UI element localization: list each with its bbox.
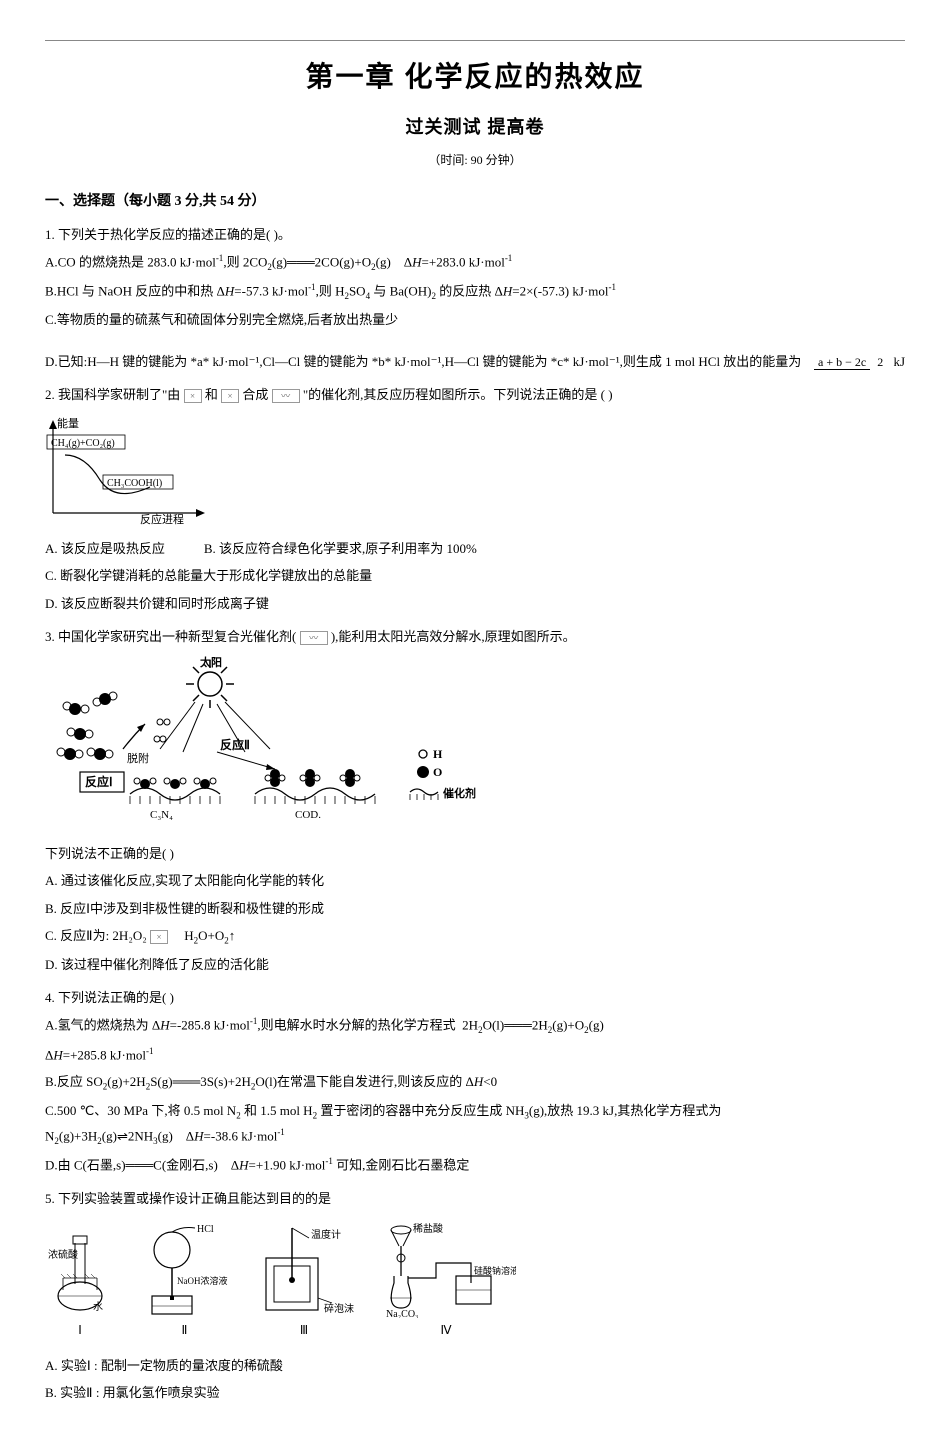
- exp-IV-label: Ⅳ: [376, 1320, 516, 1342]
- svg-text:反应Ⅱ: 反应Ⅱ: [220, 737, 250, 752]
- q5-B: B. 实验Ⅱ : 用氯化氢作喷泉实验: [45, 1381, 905, 1404]
- q4-C: C.500 ℃、30 MPa 下,将 0.5 mol N2 和 1.5 mol …: [45, 1099, 905, 1149]
- q5-stem: 5. 下列实验装置或操作设计正确且能达到目的的是: [45, 1187, 905, 1210]
- q5-A: A. 实验Ⅰ : 配制一定物质的量浓度的稀硫酸: [45, 1354, 905, 1377]
- exp-III-label: Ⅲ: [254, 1320, 354, 1342]
- q4-A2: ΔH=+285.8 kJ·mol-1: [45, 1043, 905, 1067]
- svg-text:硅酸钠溶液: 硅酸钠溶液: [474, 1265, 516, 1276]
- question-4: 4. 下列说法正确的是( ) A.氢气的燃烧热为 ΔH=-285.8 kJ·mo…: [45, 986, 905, 1177]
- placeholder-icon: ×: [150, 930, 168, 944]
- question-1: 1. 下列关于热化学反应的描述正确的是( )。 A.CO 的燃烧热是 283.0…: [45, 223, 905, 374]
- svg-text:脱附: 脱附: [127, 751, 149, 765]
- placeholder-icon: 〰: [300, 631, 328, 645]
- fraction-denominator: 2: [873, 355, 887, 369]
- molecules-left: [57, 692, 117, 760]
- svg-text:CH₄(g)+CO₂(g): CH₄(g)+CO₂(g): [51, 438, 115, 449]
- q1-D-fraction: a + b − 2c 2 kJ: [811, 350, 905, 374]
- q2-stem-mid1: 和: [205, 387, 221, 402]
- q1-A: A.CO 的燃烧热是 283.0 kJ·mol-1,则 2CO2(g)═══2C…: [45, 250, 905, 275]
- svg-text:浓硫酸: 浓硫酸: [48, 1248, 78, 1261]
- question-5: 5. 下列实验装置或操作设计正确且能达到目的的是 浓硫酸 水 Ⅰ: [45, 1187, 905, 1405]
- svg-text:C₃N₄: C₃N₄: [150, 809, 173, 821]
- q2-B: B. 该反应符合绿色化学要求,原子利用率为 100%: [204, 541, 477, 556]
- q2-D: D. 该反应断裂共价键和同时形成离子键: [45, 592, 905, 615]
- exp-I: 浓硫酸 水 Ⅰ: [45, 1218, 115, 1342]
- q2-AB: A. 该反应是吸热反应 B. 该反应符合绿色化学要求,原子利用率为 100%: [45, 537, 905, 560]
- svg-text:温度计: 温度计: [311, 1228, 341, 1241]
- exp-IV: 稀盐酸 硅酸钠溶液 Na₂CO₃ Ⅳ: [376, 1218, 516, 1342]
- exp-I-label: Ⅰ: [45, 1320, 115, 1342]
- svg-text:H: H: [433, 747, 443, 761]
- q4-B: B.反应 SO2(g)+2H2S(g)═══3S(s)+2H2O(l)在常温下能…: [45, 1070, 905, 1095]
- q4-D: D.由 C(石墨,s)═══C(金刚石,s) ΔH=+1.90 kJ·mol-1…: [45, 1153, 905, 1177]
- q3-C-post: H2O+O2↑: [171, 928, 235, 943]
- exp-II-label: Ⅱ: [137, 1320, 232, 1342]
- q1-D: D.已知:H—H 键的键能为 *a* kJ·mol⁻¹,Cl—Cl 键的键能为 …: [45, 350, 905, 374]
- y-axis-label: 能量: [57, 416, 79, 430]
- experiment-diagrams: 浓硫酸 水 Ⅰ HCl NaOH浓溶液 Ⅱ: [45, 1218, 905, 1342]
- q3-D: D. 该过程中催化剂降低了反应的活化能: [45, 953, 905, 976]
- svg-text:HCl: HCl: [197, 1224, 214, 1235]
- q2-stem: 2. 我国科学家研制了"由 × 和 × 合成 〰 "的催化剂,其反应历程如图所示…: [45, 383, 905, 406]
- q3-C-pre: C. 反应Ⅱ为: 2H₂O₂: [45, 928, 150, 943]
- q2-C: C. 断裂化学键消耗的总能量大于形成化学键放出的总能量: [45, 564, 905, 587]
- q2-stem-mid2: 合成: [242, 387, 271, 402]
- subtitle: 过关测试 提高卷: [45, 111, 905, 143]
- q1-B: B.HCl 与 NaOH 反应的中和热 ΔH=-57.3 kJ·mol-1,则 …: [45, 279, 905, 304]
- main-title: 第一章 化学反应的热效应: [45, 53, 905, 103]
- q3-C: C. 反应Ⅱ为: 2H₂O₂ × H2O+O2↑: [45, 924, 905, 949]
- q3-stem-below: 下列说法不正确的是( ): [45, 842, 905, 865]
- q3-stem-post: ),能利用太阳光高效分解水,原理如图所示。: [331, 629, 576, 644]
- exp-III: 温度计 碎泡沫 Ⅲ: [254, 1218, 354, 1342]
- svg-text:CH₃COOH(l): CH₃COOH(l): [107, 478, 162, 489]
- energy-diagram: 能量 CH₄(g)+CO₂(g) CH₃COOH(l) 反应进程: [45, 415, 905, 525]
- q2-stem-post: "的催化剂,其反应历程如图所示。下列说法正确的是 ( ): [303, 387, 613, 402]
- svg-text:反应进程: 反应进程: [140, 512, 184, 525]
- placeholder-icon: ×: [221, 389, 239, 403]
- svg-text:水: 水: [93, 1301, 103, 1313]
- svg-text:Na₂CO₃: Na₂CO₃: [386, 1309, 419, 1318]
- q1-C: C.等物质的量的硫蒸气和硫固体分别完全燃烧,后者放出热量少: [45, 308, 905, 331]
- svg-text:稀盐酸: 稀盐酸: [413, 1222, 443, 1235]
- q4-stem: 4. 下列说法正确的是( ): [45, 986, 905, 1009]
- placeholder-icon: ×: [184, 389, 202, 403]
- question-2: 2. 我国科学家研制了"由 × 和 × 合成 〰 "的催化剂,其反应历程如图所示…: [45, 383, 905, 615]
- exp-II: HCl NaOH浓溶液 Ⅱ: [137, 1218, 232, 1342]
- q2-A: A. 该反应是吸热反应: [45, 541, 165, 556]
- question-3: 3. 中国化学家研究出一种新型复合光催化剂( 〰 ),能利用太阳光高效分解水,原…: [45, 625, 905, 976]
- q3-A: A. 通过该催化反应,实现了太阳能向化学能的转化: [45, 869, 905, 892]
- q2-stem-pre: 2. 我国科学家研制了"由: [45, 387, 184, 402]
- svg-text:NaOH浓溶液: NaOH浓溶液: [177, 1275, 228, 1286]
- q3-B: B. 反应Ⅰ中涉及到非极性键的断裂和极性键的形成: [45, 897, 905, 920]
- placeholder-icon: 〰: [272, 389, 300, 403]
- q1-D-prefix: D.已知:H—H 键的键能为 *a* kJ·mol⁻¹,Cl—Cl 键的键能为 …: [45, 354, 801, 369]
- fraction-numerator: a + b − 2c: [814, 355, 870, 370]
- photocatalysis-diagram: 太阳: [45, 654, 905, 831]
- q1-stem: 1. 下列关于热化学反应的描述正确的是( )。: [45, 223, 905, 246]
- svg-text:COD.: COD.: [295, 809, 321, 821]
- time-info: （时间: 90 分钟）: [45, 150, 905, 172]
- svg-text:碎泡沫: 碎泡沫: [324, 1302, 354, 1315]
- svg-text:O: O: [433, 765, 442, 779]
- q3-stem-pre: 3. 中国化学家研究出一种新型复合光催化剂(: [45, 629, 300, 644]
- svg-text:反应Ⅰ: 反应Ⅰ: [85, 774, 113, 789]
- svg-text:催化剂: 催化剂: [443, 786, 476, 800]
- q1-D-suffix: kJ: [893, 354, 905, 369]
- q4-A1: A.氢气的燃烧热为 ΔH=-285.8 kJ·mol-1,则电解水时水分解的热化…: [45, 1013, 905, 1038]
- section-header: 一、选择题（每小题 3 分,共 54 分）: [45, 189, 905, 214]
- q3-stem: 3. 中国化学家研究出一种新型复合光催化剂( 〰 ),能利用太阳光高效分解水,原…: [45, 625, 905, 648]
